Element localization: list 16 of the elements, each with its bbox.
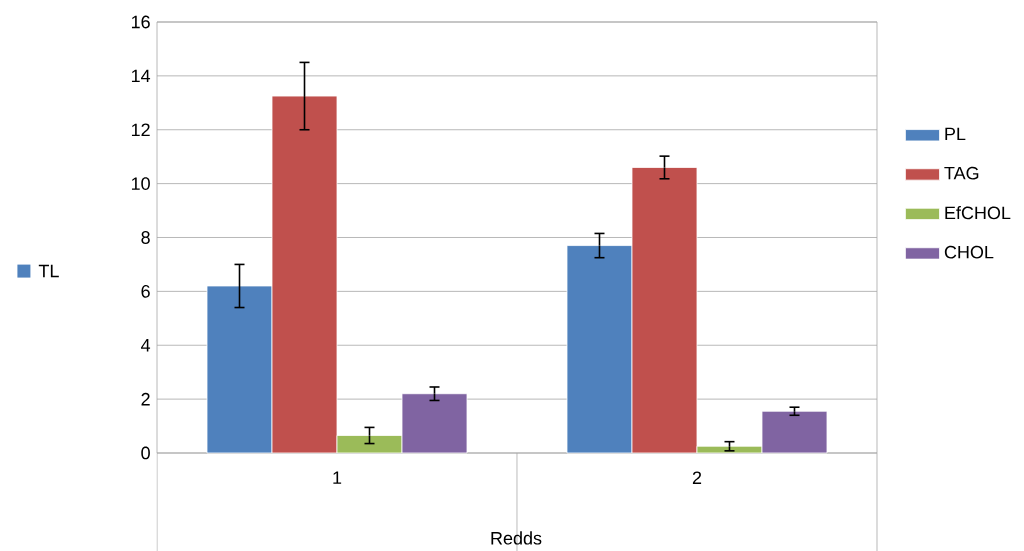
legend-label: CHOL (944, 245, 994, 259)
y-tick-label: 2 (141, 392, 150, 406)
legend-label: EfCHOL (945, 206, 1011, 220)
y-tick-label: 0 (141, 446, 150, 460)
y-tick-label: 8 (141, 231, 150, 244)
x-axis-title: Redds (491, 531, 542, 545)
y-tick-label: 4 (141, 339, 151, 352)
y-tick-label: 6 (141, 284, 150, 298)
x-tick-label: 1 (333, 471, 342, 484)
y-axis-title: TL (38, 264, 59, 278)
y-tick-label: 16 (131, 15, 150, 29)
y-tick-label: 12 (131, 123, 150, 137)
y-tick-label: 14 (131, 69, 151, 83)
legend-label: PL (945, 127, 966, 141)
y-tick-label: 10 (131, 177, 150, 190)
legend-label: TAG (944, 166, 979, 180)
